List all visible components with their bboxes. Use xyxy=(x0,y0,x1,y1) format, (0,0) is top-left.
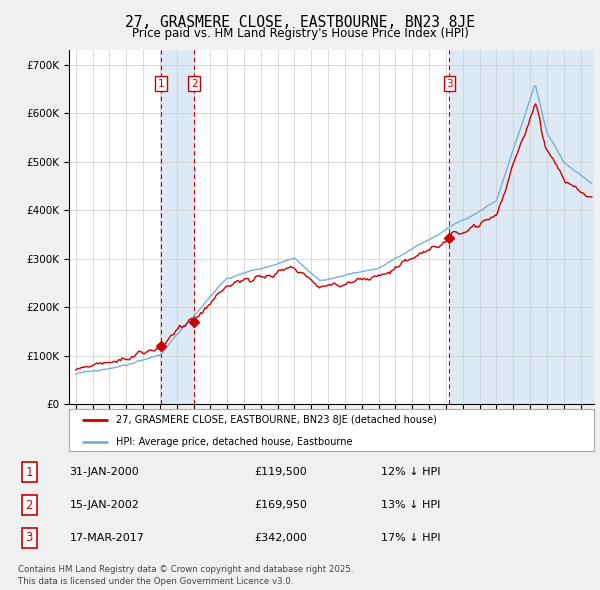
Text: 2: 2 xyxy=(191,79,197,88)
Text: 27, GRASMERE CLOSE, EASTBOURNE, BN23 8JE: 27, GRASMERE CLOSE, EASTBOURNE, BN23 8JE xyxy=(125,15,475,30)
Text: Contains HM Land Registry data © Crown copyright and database right 2025.: Contains HM Land Registry data © Crown c… xyxy=(18,565,353,574)
Text: Price paid vs. HM Land Registry's House Price Index (HPI): Price paid vs. HM Land Registry's House … xyxy=(131,27,469,40)
Text: 31-JAN-2000: 31-JAN-2000 xyxy=(70,467,139,477)
Text: 1: 1 xyxy=(158,79,164,88)
Text: 12% ↓ HPI: 12% ↓ HPI xyxy=(380,467,440,477)
Text: £342,000: £342,000 xyxy=(254,533,307,543)
Text: £169,950: £169,950 xyxy=(254,500,307,510)
Text: This data is licensed under the Open Government Licence v3.0.: This data is licensed under the Open Gov… xyxy=(18,577,293,586)
Text: 3: 3 xyxy=(446,79,453,88)
Text: 17-MAR-2017: 17-MAR-2017 xyxy=(70,533,145,543)
Text: 2: 2 xyxy=(26,499,33,512)
Text: 15-JAN-2002: 15-JAN-2002 xyxy=(70,500,139,510)
Text: 1: 1 xyxy=(26,466,33,479)
Text: 3: 3 xyxy=(26,531,33,544)
Bar xyxy=(449,50,594,404)
Text: 27, GRASMERE CLOSE, EASTBOURNE, BN23 8JE (detached house): 27, GRASMERE CLOSE, EASTBOURNE, BN23 8JE… xyxy=(116,415,437,425)
Text: 17% ↓ HPI: 17% ↓ HPI xyxy=(380,533,440,543)
Text: £119,500: £119,500 xyxy=(254,467,307,477)
Text: HPI: Average price, detached house, Eastbourne: HPI: Average price, detached house, East… xyxy=(116,437,353,447)
Bar xyxy=(161,50,194,404)
Text: 13% ↓ HPI: 13% ↓ HPI xyxy=(380,500,440,510)
